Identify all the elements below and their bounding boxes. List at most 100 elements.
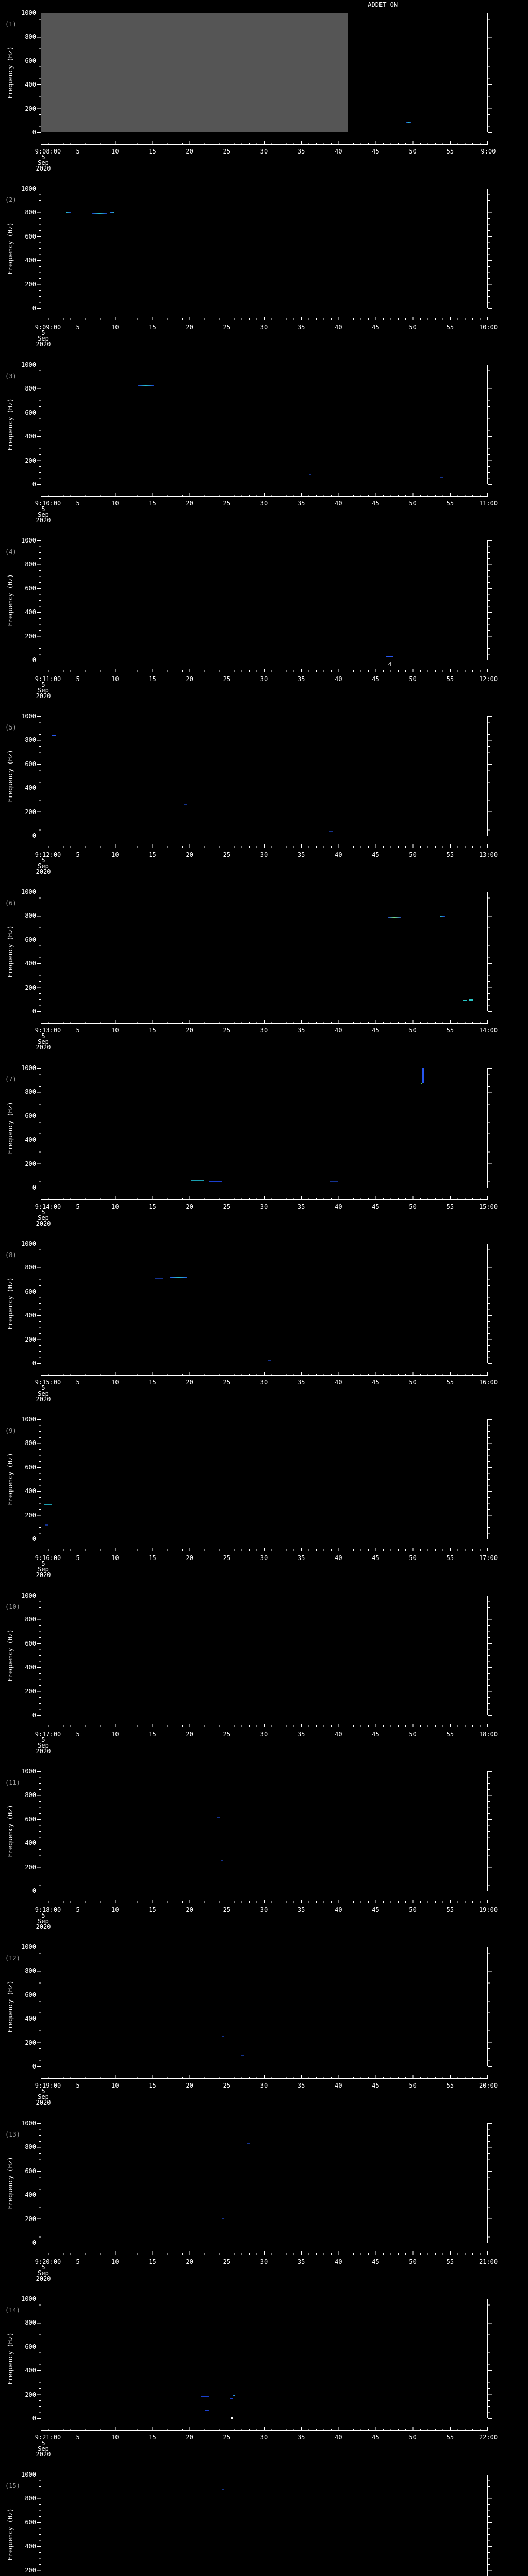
signal-mark (217, 1817, 220, 1818)
y-axis-label: Frequency (Hz) (7, 398, 14, 451)
signal-mark (92, 212, 107, 214)
signal-mark (221, 2036, 225, 2037)
x-tick-label: 15 (148, 1027, 156, 1034)
x-tick-label: 30 (260, 1203, 268, 1210)
x-tick-label: 20 (186, 1554, 193, 1562)
y-tick-label: 800 (25, 1967, 36, 1975)
spectrogram-plot-area (41, 1244, 487, 1363)
x-tick-label: 20 (186, 1379, 193, 1386)
x-tick-label: 35 (297, 2258, 305, 2265)
spectrogram-panel: (15)Frequency (Hz)020040060080010009:22:… (0, 2462, 528, 2576)
y-axis-label: Frequency (Hz) (7, 750, 14, 802)
x-end-time-label: 17:00 (478, 1554, 498, 1562)
x-tick-label: 10 (111, 1379, 119, 1386)
y-tick-label: 200 (25, 280, 36, 288)
x-tick-label: 30 (260, 675, 268, 683)
x-tick-label: 25 (223, 1203, 231, 1210)
x-tick-label: 30 (260, 1731, 268, 1738)
time-axis-major-ticks (41, 2075, 488, 2078)
date-label-line: 5 (41, 1912, 45, 1919)
y-tick-label: 600 (25, 1991, 36, 1998)
x-tick-label: 10 (111, 2258, 119, 2265)
x-tick-label: 40 (335, 1731, 342, 1738)
date-label-line: 5 (41, 681, 45, 688)
time-axis (41, 144, 488, 145)
spectrogram-plot-area (41, 2299, 487, 2419)
right-y-axis-major-ticks (488, 365, 492, 485)
y-axis-major-ticks (37, 1771, 41, 1891)
y-tick-label: 1000 (21, 1064, 36, 1072)
y-tick-label: 600 (25, 1815, 36, 1823)
x-tick-label: 10 (111, 324, 119, 331)
date-label-line: 5 (41, 329, 45, 336)
date-label-line: Sep (38, 1214, 49, 1222)
x-tick-label: 15 (148, 2434, 156, 2441)
x-tick-label: 45 (372, 324, 380, 331)
x-start-time-label: 9:11:00 (35, 675, 61, 683)
x-end-time-label: 15:00 (478, 1203, 498, 1210)
x-tick-label: 55 (446, 1906, 454, 1913)
date-label: 5 Sep 2020 (36, 1912, 51, 1930)
x-tick-label: 50 (409, 1379, 417, 1386)
signal-mark (138, 385, 154, 387)
panel-number-label: (2) (5, 196, 16, 204)
x-tick-label: 35 (297, 675, 305, 683)
time-axis-major-ticks (41, 844, 488, 848)
right-y-axis (487, 892, 488, 1011)
right-y-axis (487, 2299, 488, 2418)
spectrogram-plot-area (41, 2123, 487, 2243)
signal-mark (421, 1083, 423, 1084)
x-tick-label: 15 (148, 675, 156, 683)
right-y-axis-major-ticks (488, 1068, 492, 1188)
x-tick-label: 50 (409, 2082, 417, 2089)
x-start-time-label: 9:14:00 (35, 1203, 61, 1210)
x-tick-label: 5 (76, 2082, 80, 2089)
y-tick-label: 200 (25, 456, 36, 464)
y-tick-label: 400 (25, 2015, 36, 2023)
x-tick-label: 5 (76, 1203, 80, 1210)
y-tick-label: 200 (25, 1687, 36, 1695)
x-tick-label: 55 (446, 2258, 454, 2265)
x-tick-label: 35 (297, 1554, 305, 1562)
signal-mark (230, 2398, 233, 2399)
y-tick-label: 800 (25, 912, 36, 920)
y-tick-label: 400 (25, 433, 36, 440)
time-axis-major-ticks (41, 1724, 488, 1727)
spectrogram-plot-area (41, 716, 487, 836)
x-end-time-label: 22:00 (478, 2434, 498, 2441)
x-tick-label: 15 (148, 148, 156, 155)
x-tick-label: 25 (223, 851, 231, 858)
x-tick-label: 25 (223, 1027, 231, 1034)
y-axis-label: Frequency (Hz) (7, 222, 14, 275)
y-tick-label: 0 (32, 2239, 36, 2246)
x-tick-label: 55 (446, 675, 454, 683)
right-y-axis-major-ticks (488, 189, 492, 309)
signal-mark (221, 2489, 225, 2491)
y-tick-label: 600 (25, 2343, 36, 2350)
y-tick-label: 1000 (21, 9, 36, 16)
x-tick-label: 50 (409, 500, 417, 507)
y-axis-major-ticks (37, 2123, 41, 2243)
signal-mark (387, 917, 401, 919)
spectrogram-plot-area (41, 1068, 487, 1188)
x-tick-label: 55 (446, 2434, 454, 2441)
date-label-line: 5 (41, 857, 45, 864)
signal-mark (209, 1181, 223, 1182)
x-tick-label: 15 (148, 2082, 156, 2089)
spectrogram-plot-area (41, 1947, 487, 2066)
spectrogram-panel: (11) Frequency (Hz) 0 200 400 600 800 1000 9:18:… (0, 1758, 528, 1934)
spectrogram-plot-area (41, 1596, 487, 1715)
x-tick-label: 40 (335, 2258, 342, 2265)
date-label: 5 Sep 2020 (36, 154, 51, 172)
right-y-axis (487, 1244, 488, 1363)
time-axis-major-ticks (41, 317, 488, 320)
date-label-line: 2020 (36, 1571, 51, 1579)
y-tick-label: 600 (25, 57, 36, 64)
panel-number-label: (5) (5, 724, 16, 731)
x-tick-label: 45 (372, 675, 380, 683)
y-tick-label: 1000 (21, 2295, 36, 2302)
x-tick-label: 40 (335, 851, 342, 858)
spectrogram-panel: (7) Frequency (Hz) 0 200 400 600 800 1000 9:14:0… (0, 1055, 528, 1231)
x-tick-label: 25 (223, 675, 231, 683)
x-tick-label: 55 (446, 324, 454, 331)
